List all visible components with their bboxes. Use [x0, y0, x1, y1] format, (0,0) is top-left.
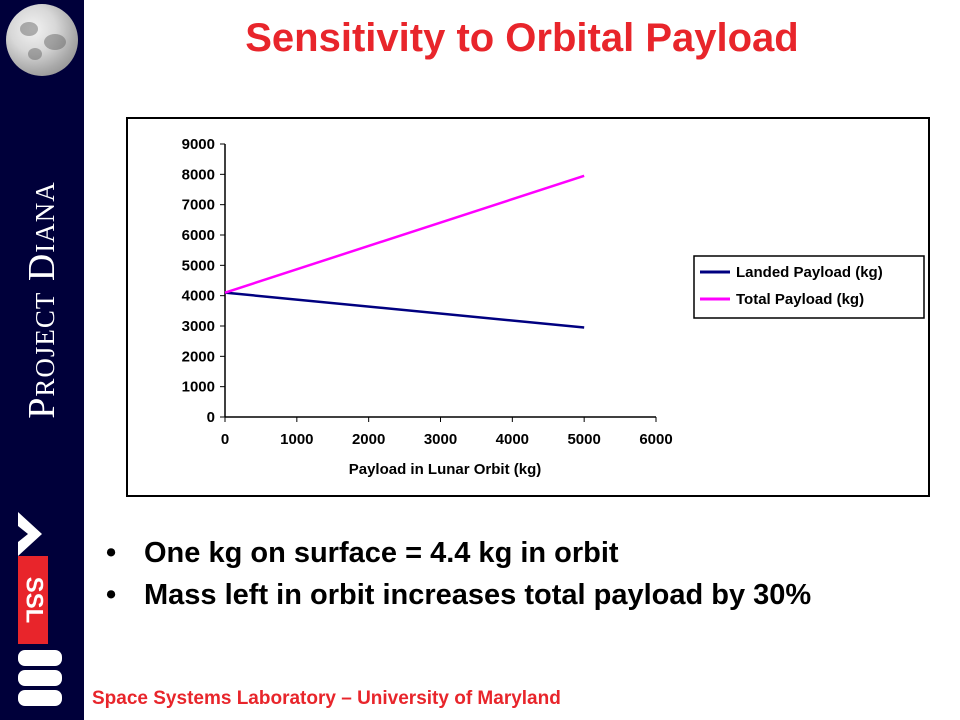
logo-bar: [18, 650, 62, 666]
y-tick-label: 7000: [182, 197, 215, 214]
x-tick-label: 3000: [424, 431, 457, 448]
y-tick-label: 3000: [182, 318, 215, 335]
y-tick-label: 0: [207, 409, 215, 426]
line-chart: 0 1000 2000 3000 4000 5000 6000 7000 8000 9000 0 10…: [182, 136, 925, 478]
x-tick-label: 0: [221, 431, 229, 448]
y-tick-label: 4000: [182, 288, 215, 305]
y-tick-label: 6000: [182, 227, 215, 244]
x-tick-label: 1000: [280, 431, 313, 448]
series-line: [224, 174, 585, 294]
moon-image: [6, 4, 78, 76]
bullet-list: • One kg on surface = 4.4 kg in orbit • …: [106, 535, 936, 619]
bullet-item: • Mass left in orbit increases total pay…: [106, 577, 936, 613]
bullet-text: One kg on surface = 4.4 kg in orbit: [144, 537, 619, 569]
moon-crater: [20, 22, 38, 36]
series-line: [224, 291, 585, 329]
logo-chevron: [18, 512, 42, 556]
x-axis-label: Payload in Lunar Orbit (kg): [349, 461, 542, 478]
footer-text: Space Systems Laboratory – University of…: [92, 688, 561, 709]
moon-crater: [44, 34, 66, 50]
y-tick-label: 9000: [182, 136, 215, 153]
legend-label: Total Payload (kg): [736, 291, 864, 308]
logo-text: SSL: [21, 577, 48, 624]
ssl-logo: SSL: [18, 512, 62, 706]
logo-bar: [18, 670, 62, 686]
legend-label: Landed Payload (kg): [736, 264, 883, 281]
project-label: Project Diana: [21, 181, 63, 419]
y-tick-label: 2000: [182, 348, 215, 365]
legend-box: [693, 255, 925, 319]
sidebar: Project Diana SSL: [0, 0, 84, 720]
moon-crater: [28, 48, 42, 60]
logo-badge: [18, 556, 48, 644]
x-tick-label: 4000: [496, 431, 529, 448]
logo-bar: [18, 690, 62, 706]
x-tick-label: 2000: [352, 431, 385, 448]
x-tick-label: 5000: [567, 431, 600, 448]
slide-title: Sensitivity to Orbital Payload: [245, 16, 799, 60]
bullet-dot: •: [106, 579, 117, 611]
x-tick-label: 6000: [639, 431, 672, 448]
chart-frame: 0 1000 2000 3000 4000 5000 6000 7000 8000 9000 0 10…: [126, 117, 930, 497]
bullet-text: Mass left in orbit increases total paylo…: [144, 579, 812, 611]
y-tick-label: 8000: [182, 166, 215, 183]
y-tick-label: 1000: [182, 379, 215, 396]
bullet-item: • One kg on surface = 4.4 kg in orbit: [106, 535, 936, 571]
bullet-dot: •: [106, 537, 117, 569]
y-tick-label: 5000: [182, 257, 215, 274]
